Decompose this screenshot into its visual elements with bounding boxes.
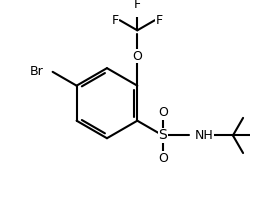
Text: Br: Br [30, 65, 43, 78]
Text: O: O [132, 50, 142, 63]
Text: O: O [158, 106, 168, 119]
Text: O: O [158, 152, 168, 165]
Text: NH: NH [195, 129, 214, 142]
Text: F: F [156, 14, 163, 27]
Text: S: S [159, 128, 167, 142]
Text: F: F [134, 0, 141, 11]
Text: F: F [112, 14, 119, 27]
